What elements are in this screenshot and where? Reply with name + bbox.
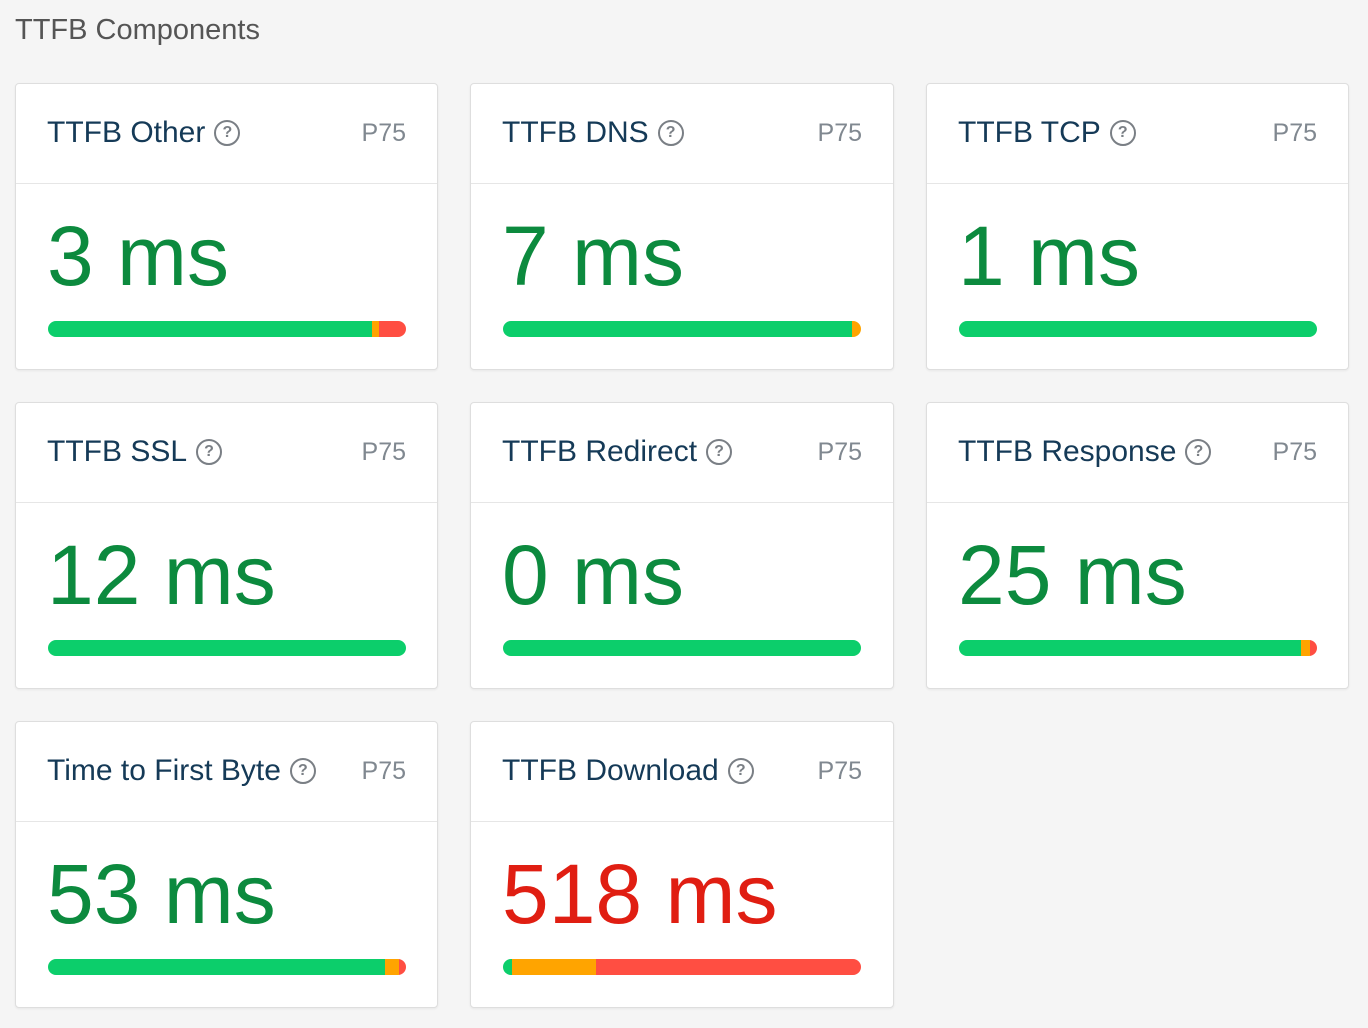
- distribution-needs-improvement-segment: [852, 321, 861, 337]
- distribution-poor-segment: [1309, 640, 1317, 656]
- card-header: TTFB Other ? P75: [16, 84, 437, 184]
- metric-value: 25 ms: [958, 528, 1187, 622]
- card-title: TTFB Response ?: [958, 435, 1212, 469]
- distribution-good-segment: [503, 959, 512, 975]
- distribution-bar: [959, 321, 1317, 337]
- card-title: TTFB SSL ?: [47, 435, 223, 469]
- percentile-label: P75: [361, 119, 406, 147]
- distribution-needs-improvement-segment: [1300, 640, 1310, 656]
- distribution-good-segment: [503, 321, 853, 337]
- help-circle-icon[interactable]: ?: [657, 120, 684, 146]
- metrics-grid: TTFB Other ? P75 3 ms TTFB DNS ? P75 7 m…: [15, 83, 1349, 1008]
- distribution-needs-improvement-segment: [511, 959, 597, 975]
- metric-card-ttfb-tcp: TTFB TCP ? P75 1 ms: [926, 83, 1349, 370]
- metric-card-ttfb-ssl: TTFB SSL ? P75 12 ms: [15, 402, 438, 689]
- card-title: TTFB Redirect ?: [502, 435, 733, 469]
- distribution-bar: [503, 640, 861, 656]
- metric-card-ttfb-redirect: TTFB Redirect ? P75 0 ms: [470, 402, 894, 689]
- card-header: TTFB Download ? P75: [471, 722, 893, 822]
- help-circle-icon[interactable]: ?: [1185, 439, 1212, 465]
- distribution-good-segment: [503, 640, 861, 656]
- card-title-label: TTFB DNS: [502, 116, 649, 149]
- metric-value: 518 ms: [502, 847, 778, 941]
- metric-value: 53 ms: [47, 847, 276, 941]
- metric-card-ttfb-download: TTFB Download ? P75 518 ms: [470, 721, 894, 1008]
- distribution-poor-segment: [596, 959, 861, 975]
- percentile-label: P75: [817, 438, 862, 466]
- distribution-poor-segment: [379, 321, 406, 337]
- percentile-label: P75: [361, 438, 406, 466]
- percentile-label: P75: [1272, 119, 1317, 147]
- card-title-label: TTFB SSL: [47, 435, 188, 468]
- card-title: Time to First Byte ?: [47, 754, 316, 788]
- card-header: TTFB DNS ? P75: [471, 84, 893, 184]
- help-circle-icon[interactable]: ?: [196, 439, 223, 465]
- metric-value: 3 ms: [47, 209, 230, 303]
- distribution-needs-improvement-segment: [371, 321, 380, 337]
- section-title: TTFB Components: [15, 14, 260, 46]
- card-title-label: TTFB Redirect: [502, 435, 698, 468]
- distribution-good-segment: [48, 321, 372, 337]
- distribution-bar: [48, 959, 406, 975]
- help-circle-icon[interactable]: ?: [1109, 120, 1136, 146]
- help-circle-icon[interactable]: ?: [727, 758, 754, 784]
- help-circle-icon[interactable]: ?: [706, 439, 733, 465]
- card-title: TTFB Download ?: [502, 754, 754, 788]
- distribution-bar: [503, 959, 861, 975]
- card-title: TTFB Other ?: [47, 116, 241, 150]
- metric-value: 12 ms: [47, 528, 276, 622]
- percentile-label: P75: [817, 757, 862, 785]
- metric-card-ttfb-other: TTFB Other ? P75 3 ms: [15, 83, 438, 370]
- card-header: TTFB TCP ? P75: [927, 84, 1348, 184]
- distribution-good-segment: [959, 321, 1317, 337]
- metric-card-ttfb-dns: TTFB DNS ? P75 7 ms: [470, 83, 894, 370]
- distribution-needs-improvement-segment: [384, 959, 399, 975]
- help-circle-icon[interactable]: ?: [289, 758, 316, 784]
- card-header: Time to First Byte ? P75: [16, 722, 437, 822]
- help-circle-icon[interactable]: ?: [214, 120, 241, 146]
- metric-card-ttfb-response: TTFB Response ? P75 25 ms: [926, 402, 1349, 689]
- card-title-label: TTFB Other: [47, 116, 206, 149]
- card-title-label: TTFB Download: [502, 754, 719, 787]
- metric-value: 0 ms: [502, 528, 685, 622]
- card-title-label: TTFB Response: [958, 435, 1177, 468]
- metric-value: 7 ms: [502, 209, 685, 303]
- distribution-bar: [503, 321, 861, 337]
- card-header: TTFB Redirect ? P75: [471, 403, 893, 503]
- card-title: TTFB DNS ?: [502, 116, 684, 150]
- card-title: TTFB TCP ?: [958, 116, 1136, 150]
- card-header: TTFB Response ? P75: [927, 403, 1348, 503]
- metric-value: 1 ms: [958, 209, 1141, 303]
- percentile-label: P75: [1272, 438, 1317, 466]
- card-header: TTFB SSL ? P75: [16, 403, 437, 503]
- distribution-good-segment: [48, 959, 385, 975]
- distribution-bar: [959, 640, 1317, 656]
- distribution-good-segment: [48, 640, 406, 656]
- metric-card-time-to-first-byte: Time to First Byte ? P75 53 ms: [15, 721, 438, 1008]
- percentile-label: P75: [361, 757, 406, 785]
- distribution-good-segment: [959, 640, 1301, 656]
- distribution-bar: [48, 640, 406, 656]
- distribution-poor-segment: [398, 959, 406, 975]
- card-title-label: Time to First Byte: [47, 754, 281, 787]
- distribution-bar: [48, 321, 406, 337]
- card-title-label: TTFB TCP: [958, 116, 1101, 149]
- percentile-label: P75: [817, 119, 862, 147]
